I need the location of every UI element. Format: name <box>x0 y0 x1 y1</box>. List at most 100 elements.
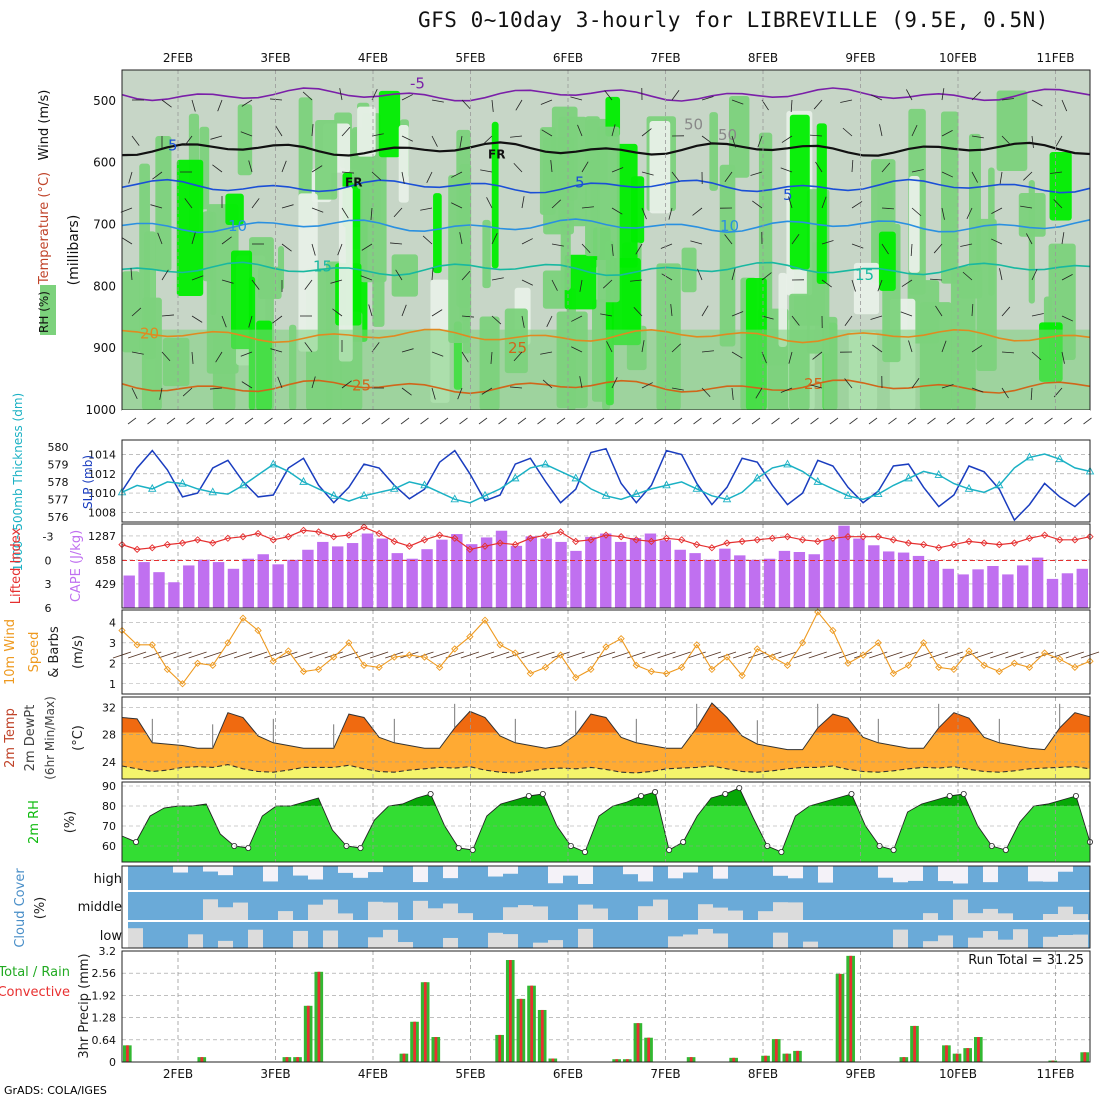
cloud-low-gap <box>923 941 938 948</box>
wind-tick-label: 1 <box>109 678 116 691</box>
bottom-date-tick: 10FEB <box>939 1067 977 1081</box>
isotherm-label: 25 <box>352 376 371 394</box>
cloud-middle-gap <box>788 902 803 920</box>
precip-convective-bar <box>424 982 427 1062</box>
surface-wind-barb <box>234 652 252 658</box>
cloud-low-gap <box>503 934 518 948</box>
precip-tick-label: 1.92 <box>92 989 117 1002</box>
precip-total-legend: Total / Rain <box>0 965 70 980</box>
wind-speed-line <box>122 612 1090 684</box>
rh-patch <box>315 120 337 200</box>
cloud-middle-gap <box>503 907 518 920</box>
cloud-high-gap <box>488 866 503 877</box>
cloud-high-gap <box>173 866 188 873</box>
cloud-low-gap <box>938 935 953 948</box>
precip-convective-bar <box>201 1057 204 1062</box>
temp-axis-label-c: (6hr Min/Max) <box>43 696 57 780</box>
cloud-low-gap <box>983 931 998 948</box>
pressure-tick-label: 700 <box>93 218 116 232</box>
cape-bar <box>183 565 194 608</box>
cloud-high-gap <box>683 866 698 873</box>
cape-bar <box>630 538 641 608</box>
precip-tick-label: 1.28 <box>92 1012 117 1025</box>
cloud-high-gap <box>353 866 368 878</box>
cloud-low-gap <box>323 931 338 948</box>
surface-wind-barb <box>491 652 509 658</box>
rh-axis-label: RH (%) <box>37 291 51 333</box>
cape-bar <box>362 534 373 608</box>
cape-bar <box>228 569 239 608</box>
isotherm-label: 5 <box>168 136 178 154</box>
top-date-tick: 4FEB <box>358 51 388 65</box>
bottom-date-tick: 3FEB <box>260 1067 290 1081</box>
top-date-tick: 8FEB <box>748 51 778 65</box>
top-date-tick: 5FEB <box>455 51 485 65</box>
cloud-middle-gap <box>533 906 548 920</box>
cape-bar <box>570 551 581 608</box>
cloud-middle-gap <box>953 900 968 920</box>
precip-convective-bar <box>966 1048 969 1062</box>
bottom-date-tick: 6FEB <box>553 1067 583 1081</box>
top-date-tick: 3FEB <box>260 51 290 65</box>
cloud-middle-gap <box>443 904 458 920</box>
surface-wind-barb <box>839 652 857 658</box>
cape-bar <box>392 553 403 608</box>
precip-convective-bar <box>690 1057 693 1062</box>
cloud-middle-gap <box>518 905 533 920</box>
precip-convective-bar <box>775 1039 778 1062</box>
temp-axis-label-d: (°C) <box>71 725 86 751</box>
rh2m-point <box>638 793 643 798</box>
cloud-middle-gap <box>653 900 668 920</box>
cloud-middle-row <box>128 892 1090 920</box>
temp-axis-label-a: 2m Temp <box>3 708 18 768</box>
pressure-axis-label: (millibars) <box>66 215 82 286</box>
cloud-low-gap <box>368 937 383 948</box>
precip-convective-bar <box>647 1038 650 1062</box>
precip-convective-bar <box>764 1056 767 1062</box>
surface-wind-barb <box>158 652 176 658</box>
cloud-high-gap <box>878 866 893 878</box>
temp-axis-label-b: 2m DewPt <box>23 705 38 772</box>
surface-wind-barb <box>733 652 751 658</box>
rh2m-tick-label: 60 <box>102 840 116 853</box>
isotherm-label: 25 <box>508 339 527 357</box>
rh2m-point <box>653 789 658 794</box>
cloud-high-gap <box>1028 866 1043 881</box>
rh2m-point <box>681 839 686 844</box>
cloud-high-gap <box>953 866 968 883</box>
rh-patch <box>433 193 442 273</box>
cape-bar <box>421 549 432 608</box>
precip-convective-bar <box>552 1059 555 1062</box>
rh-patch <box>482 220 490 288</box>
cloud-high-gap <box>638 866 653 881</box>
surface-wind-barb <box>884 652 902 658</box>
cape-bar <box>198 560 209 608</box>
cape-tick-label: 1287 <box>88 530 116 543</box>
cape-bar <box>511 546 522 608</box>
precip-convective-bar <box>903 1057 906 1062</box>
bottom-date-tick: 4FEB <box>358 1067 388 1081</box>
wind-tick-label: 4 <box>109 616 116 629</box>
cape-bar <box>734 555 745 608</box>
cloud-middle-gap <box>413 901 428 920</box>
top-date-tick: 11FEB <box>1037 51 1075 65</box>
cloud-high-gap <box>908 866 923 881</box>
isotherm-label: 15 <box>313 258 332 276</box>
cape-bar <box>153 572 164 608</box>
cloud-high-gap <box>293 866 308 876</box>
rh2m-tick-label: 70 <box>102 820 116 833</box>
temp-tick-label: 32 <box>102 701 116 714</box>
cloud-high-gap <box>818 866 833 883</box>
cloud-low-gap <box>1058 935 1073 948</box>
cape-bar <box>243 559 254 608</box>
cloud-middle-gap <box>998 913 1013 920</box>
cape-bar <box>1017 565 1028 608</box>
cape-bar <box>526 536 537 608</box>
cloud-high-gap <box>1058 866 1073 872</box>
cloud-low-gap <box>443 938 458 948</box>
rh2m-tick-label: 80 <box>102 800 116 813</box>
rh2m-point <box>1003 847 1008 852</box>
cloud-high-gap <box>443 866 458 878</box>
bottom-date-tick: 5FEB <box>455 1067 485 1081</box>
cloud-low-gap <box>383 930 398 948</box>
